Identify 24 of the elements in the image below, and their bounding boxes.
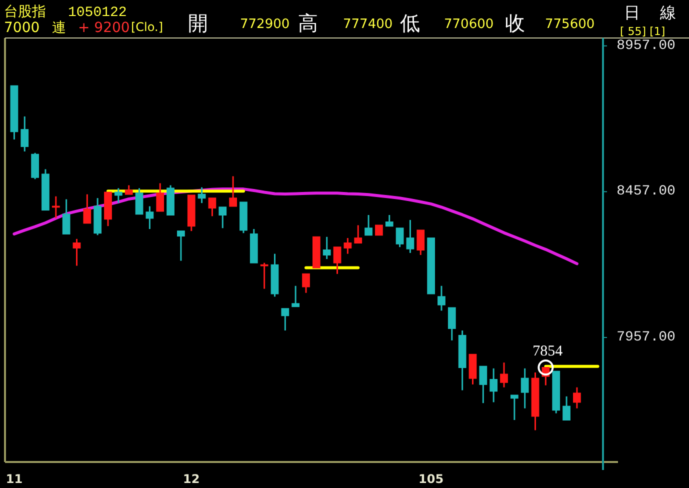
x-tick-label: 105 [418,472,444,486]
text: 777400 [343,17,393,32]
text: 775600 [545,17,595,32]
y-tick-label: 8957.00 [616,38,676,54]
text: 開 [188,11,208,35]
x-tick-label: 12 [183,472,200,486]
text: 連 [52,20,66,36]
chart-subtitle: 1050122 [68,5,127,21]
text: 770600 [444,17,494,32]
text: 線 [659,3,676,22]
text: 高 [298,11,318,35]
text: 收 [505,11,525,35]
text: 日 [624,3,640,22]
chart-title: 台股指 [4,4,46,20]
text: 772900 [240,17,290,32]
x-tick-label: 11 [6,472,23,486]
y-tick-label: 8457.00 [616,184,676,200]
text: [Clo.] [131,20,164,34]
annotation: 7854 [532,344,564,360]
text: + 9200 [78,20,130,36]
text: [ 55] [1] [620,25,666,38]
text: 7000 [4,20,40,36]
y-tick-label: 7957.00 [616,329,676,346]
text: 低 [400,11,420,35]
